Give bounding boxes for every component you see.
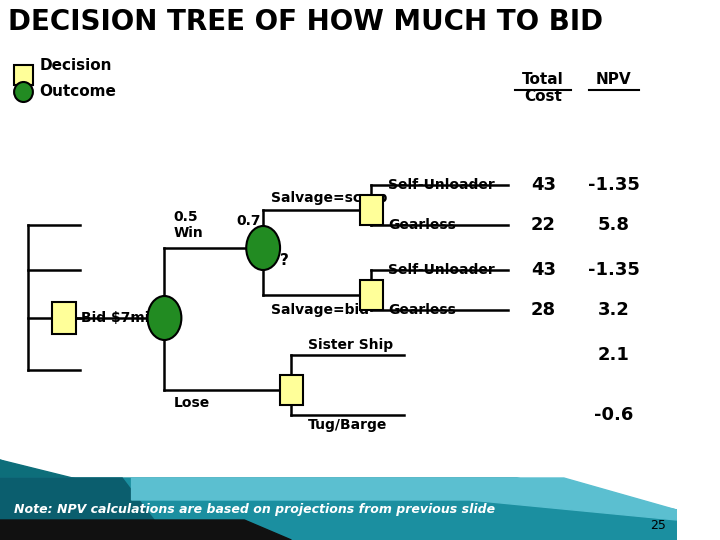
Text: Note: NPV calculations are based on projections from previous slide: Note: NPV calculations are based on proj… [14,503,495,516]
Text: Self-Unloader: Self-Unloader [388,263,495,277]
FancyBboxPatch shape [360,195,382,225]
Text: Decision: Decision [40,57,112,72]
Polygon shape [0,485,677,540]
Text: ?: ? [280,253,289,268]
Text: -1.35: -1.35 [588,176,639,194]
Text: 0.5
Win: 0.5 Win [174,210,204,240]
Text: Total
Cost: Total Cost [522,72,564,104]
FancyBboxPatch shape [14,65,33,85]
Text: Lose: Lose [174,396,210,410]
FancyBboxPatch shape [360,280,382,310]
Polygon shape [0,478,169,540]
Ellipse shape [148,296,181,340]
Text: NPV: NPV [596,72,631,87]
Text: 28: 28 [531,301,556,319]
Text: Gearless: Gearless [388,218,456,232]
Text: -1.35: -1.35 [588,261,639,279]
Text: Outcome: Outcome [40,84,117,99]
Text: Salvage=bid: Salvage=bid [271,303,369,317]
Text: Bid $7mil: Bid $7mil [81,311,154,325]
Text: 0.7: 0.7 [237,214,261,228]
Text: DECISION TREE OF HOW MUCH TO BID: DECISION TREE OF HOW MUCH TO BID [7,8,603,36]
Text: Self-Unloader: Self-Unloader [388,178,495,192]
Ellipse shape [246,226,280,270]
Text: 3.2: 3.2 [598,301,630,319]
FancyBboxPatch shape [52,302,76,334]
Ellipse shape [14,82,33,102]
Text: 25: 25 [650,519,666,532]
Polygon shape [0,478,677,540]
Text: Tug/Barge: Tug/Barge [308,418,387,432]
Polygon shape [0,525,282,540]
Text: Sister Ship: Sister Ship [308,338,393,352]
Polygon shape [0,460,207,540]
Polygon shape [0,460,141,540]
Text: Gearless: Gearless [388,303,456,317]
Text: Salvage=scrap: Salvage=scrap [271,191,387,205]
Text: 43: 43 [531,261,556,279]
FancyBboxPatch shape [280,375,302,405]
Text: 2.1: 2.1 [598,346,630,364]
Text: 43: 43 [531,176,556,194]
Polygon shape [0,520,292,540]
Polygon shape [132,478,677,520]
Text: 22: 22 [531,216,556,234]
Text: 5.8: 5.8 [598,216,630,234]
Text: -0.6: -0.6 [594,406,634,424]
